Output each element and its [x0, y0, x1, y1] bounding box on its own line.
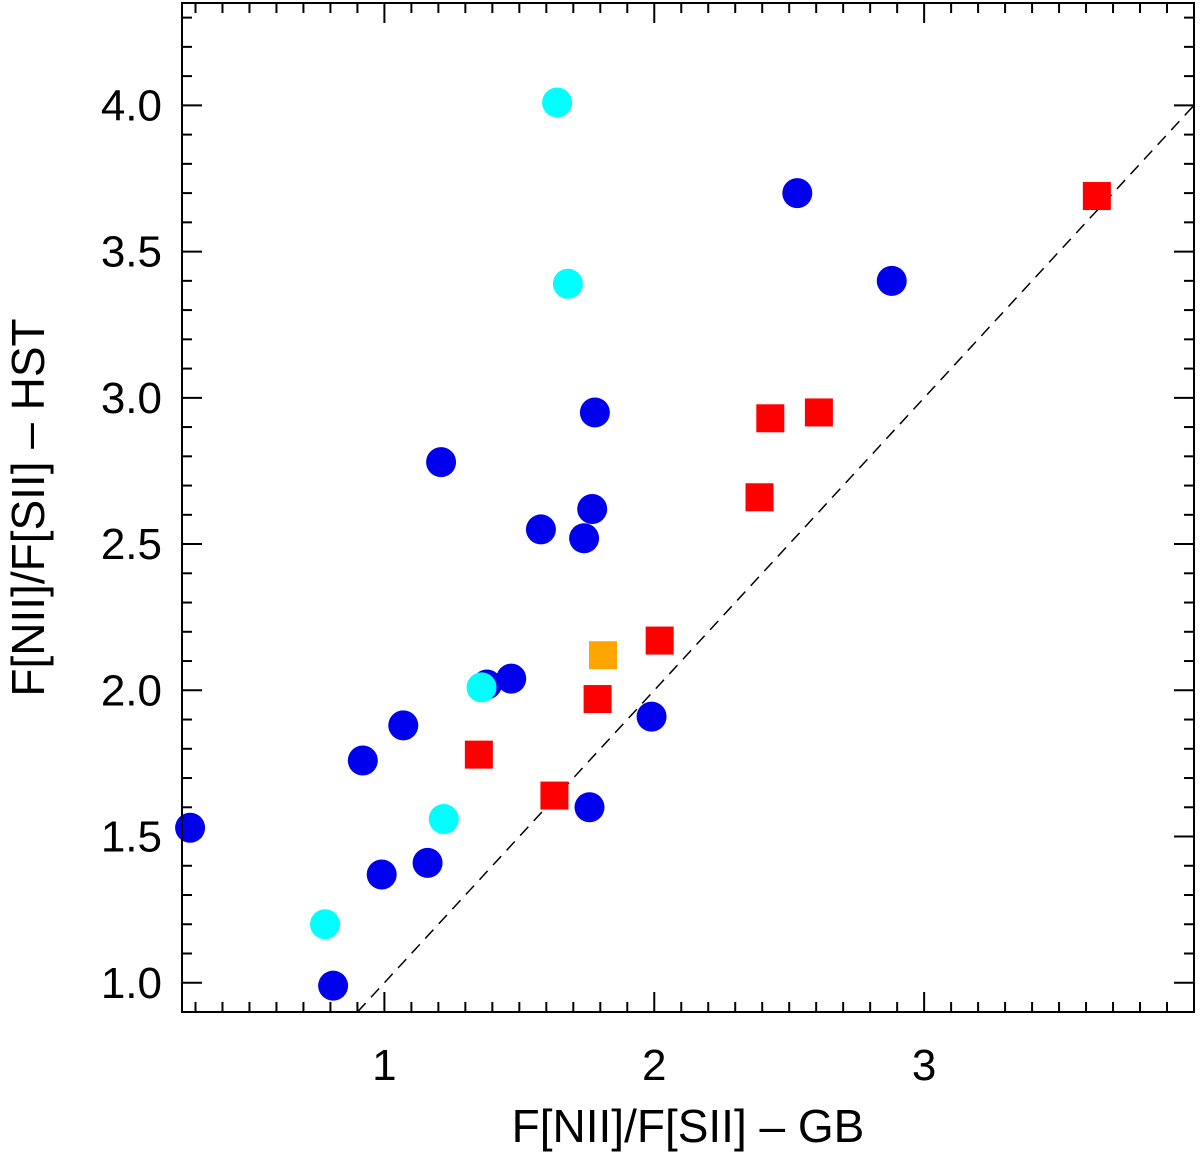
axis-ticks-group: [182, 3, 1195, 1013]
reference-line: [356, 104, 1195, 1013]
data-point-circle: [636, 701, 667, 732]
data-point-circle: [579, 397, 610, 428]
data-point-circle: [412, 847, 443, 878]
data-points-group: [175, 87, 1111, 1001]
x-tick-label: 3: [912, 1041, 936, 1090]
data-point-circle: [310, 909, 341, 940]
data-point-circle: [175, 812, 206, 843]
data-point-square: [756, 404, 785, 433]
data-point-circle: [466, 672, 497, 703]
data-point-circle: [496, 663, 527, 694]
data-point-square: [1082, 182, 1111, 211]
x-tick-label: 2: [642, 1041, 666, 1090]
y-tick-label: 2.5: [101, 520, 162, 569]
data-point-square: [588, 641, 617, 670]
data-point-circle: [366, 859, 397, 890]
data-point-square: [464, 740, 493, 769]
data-point-square: [645, 626, 674, 655]
data-point-circle: [569, 523, 600, 554]
data-point-circle: [577, 493, 608, 524]
x-axis-label: F[NII]/F[SII] – GB: [512, 1100, 865, 1152]
data-point-circle: [426, 447, 457, 478]
reference-line-group: [356, 104, 1195, 1013]
data-point-circle: [574, 792, 605, 823]
data-point-circle: [347, 745, 378, 776]
data-point-square: [540, 781, 569, 810]
x-tick-label: 1: [372, 1041, 396, 1090]
y-tick-label: 4.0: [101, 81, 162, 130]
data-point-circle: [542, 87, 573, 118]
y-tick-label: 3.0: [101, 374, 162, 423]
data-point-circle: [428, 803, 459, 834]
data-point-square: [804, 398, 833, 427]
data-point-circle: [525, 514, 556, 545]
data-point-circle: [388, 710, 419, 741]
y-tick-label: 3.5: [101, 228, 162, 277]
plot-frame: [181, 2, 1195, 1013]
y-tick-label: 1.0: [101, 959, 162, 1008]
data-point-square: [583, 685, 612, 714]
data-point-square: [745, 483, 774, 512]
data-point-circle: [552, 268, 583, 299]
data-point-circle: [876, 265, 907, 296]
y-tick-label: 2.0: [101, 666, 162, 715]
tick-labels-group: 1 2 3 1.0 1.5 2.0 2.5 3.0 3.5 4.0: [101, 81, 937, 1090]
data-point-circle: [318, 970, 349, 1001]
y-tick-label: 1.5: [101, 813, 162, 862]
y-axis-label: F[NII]/F[SII] – HST: [2, 318, 54, 696]
data-point-circle: [782, 178, 813, 209]
